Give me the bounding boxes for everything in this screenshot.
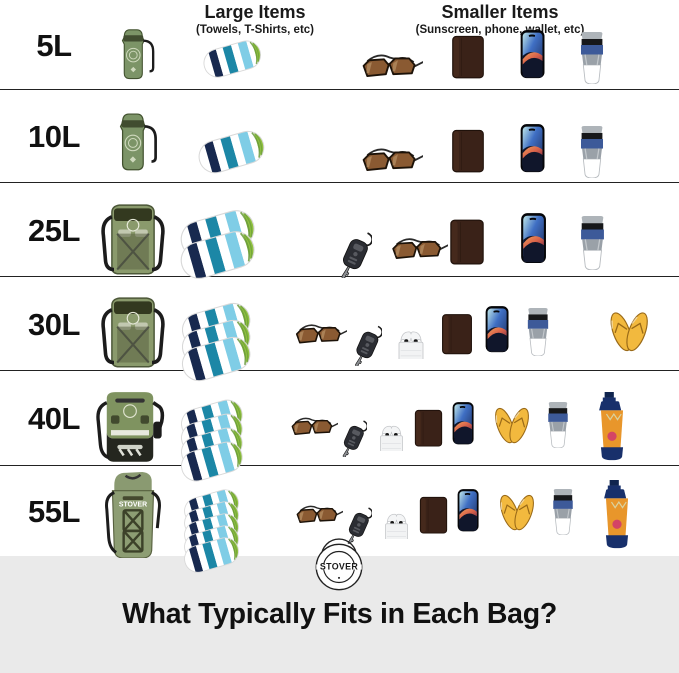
svg-text:STOVER: STOVER <box>320 561 358 571</box>
